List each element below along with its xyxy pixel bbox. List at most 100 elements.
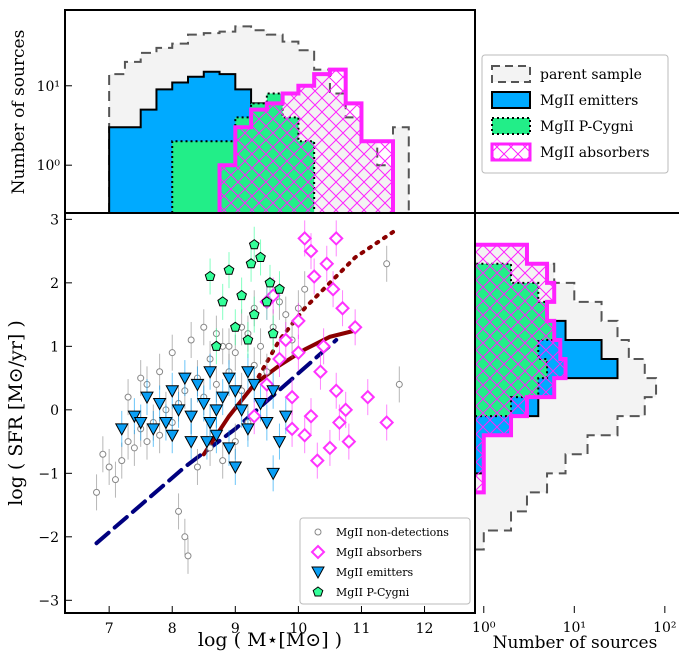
data-point [322, 440, 338, 456]
series-mgii-absorbers [246, 220, 395, 479]
data-point [260, 417, 274, 430]
legend-label: MgII absorbers [540, 145, 650, 161]
data-point [219, 457, 227, 465]
data-point [264, 277, 276, 288]
data-point [133, 417, 148, 430]
data-point [230, 321, 241, 332]
data-point [105, 463, 113, 471]
data-point [209, 429, 224, 443]
data-point [316, 338, 332, 354]
data-point [247, 378, 262, 392]
data-point [124, 438, 132, 446]
data-point [297, 230, 313, 246]
data-point [190, 378, 205, 392]
data-point [184, 436, 198, 449]
data-point [241, 366, 255, 379]
data-point [130, 444, 138, 452]
legend-label: MgII P-Cygni [540, 119, 634, 135]
right-histogram-xticks: 10⁰ 10¹ 10² [472, 606, 677, 636]
x-tick-label: 12 [416, 621, 434, 637]
x-tick-label: 10 [289, 621, 307, 637]
right-x-tick-label: 10¹ [563, 620, 586, 636]
data-point [171, 404, 186, 417]
data-point [242, 334, 254, 345]
data-point [347, 319, 363, 335]
scatter-legend: MgII non-detections MgII absorbers MgII em… [299, 517, 471, 605]
data-point [379, 415, 395, 430]
data-point [184, 552, 192, 560]
data-point [228, 461, 243, 475]
top-y-tick-label: 10¹ [37, 79, 60, 95]
data-point [204, 270, 216, 281]
legend-label: MgII emitters [336, 566, 414, 579]
histogram-legend: parent sample MgII emitters MgII P-Cygni Mg… [481, 54, 669, 174]
right-hist-mgii-absorbers [475, 242, 568, 495]
data-point [253, 397, 268, 411]
data-point [259, 377, 275, 392]
data-point [383, 260, 391, 268]
data-point [175, 507, 183, 515]
data-point [331, 415, 347, 430]
x-tick-label: 9 [231, 621, 240, 637]
data-point [248, 239, 260, 250]
data-point [338, 402, 354, 418]
top-histogram-ylabel: Number of sources [9, 30, 29, 195]
data-point [284, 389, 300, 405]
data-point [99, 450, 107, 458]
right-x-tick-label: 10⁰ [472, 620, 496, 636]
data-point [203, 366, 217, 379]
y-tick-label: 0 [50, 403, 59, 419]
data-point [217, 296, 228, 307]
data-point [156, 368, 164, 376]
x-tick-label: 11 [353, 621, 371, 637]
legend-label: MgII P-Cygni [336, 586, 410, 599]
data-point [272, 351, 287, 367]
right-histogram-xlabel: Number of sources [493, 633, 658, 653]
data-point [255, 251, 266, 262]
data-point [282, 311, 290, 319]
legend-swatch [491, 65, 531, 83]
data-point [114, 423, 129, 436]
right-histogram [475, 242, 658, 551]
data-point [203, 417, 217, 430]
scatter-legend-box [299, 517, 471, 605]
right-x-tick-label: 10² [653, 620, 676, 636]
data-point [325, 281, 341, 297]
series-mgii-emitters [114, 353, 293, 492]
data-point [152, 397, 167, 411]
data-point [272, 436, 287, 449]
top-histogram-yticks: 10⁰ 10¹ [37, 79, 72, 174]
data-point [290, 345, 306, 361]
data-point [245, 258, 257, 269]
data-point [211, 340, 222, 351]
data-point [261, 296, 273, 307]
legend-swatch [491, 117, 531, 135]
data-point [236, 289, 247, 301]
data-point [306, 269, 322, 284]
main-ylabel: log ( SFR [M⊙/yr] ) [5, 320, 27, 506]
top-histogram [108, 25, 410, 213]
legend-marker [310, 544, 326, 560]
x-tick-label: 8 [168, 621, 177, 637]
data-point [137, 374, 145, 382]
legend-label: MgII absorbers [336, 546, 422, 559]
data-point [165, 429, 180, 443]
data-point [181, 533, 189, 541]
legend-marker [312, 586, 324, 597]
data-point [303, 243, 319, 259]
y-tick-label: −3 [38, 593, 59, 609]
data-point [222, 442, 236, 455]
data-point [313, 364, 328, 380]
data-point [267, 327, 279, 339]
data-point [127, 410, 142, 424]
y-tick-label: 2 [50, 276, 59, 292]
data-point [159, 417, 173, 430]
data-point [146, 423, 161, 436]
data-point [234, 404, 249, 417]
data-point [266, 385, 280, 398]
top-y-tick-label: 10⁰ [37, 158, 61, 174]
data-point [309, 453, 325, 469]
data-point [274, 283, 285, 294]
